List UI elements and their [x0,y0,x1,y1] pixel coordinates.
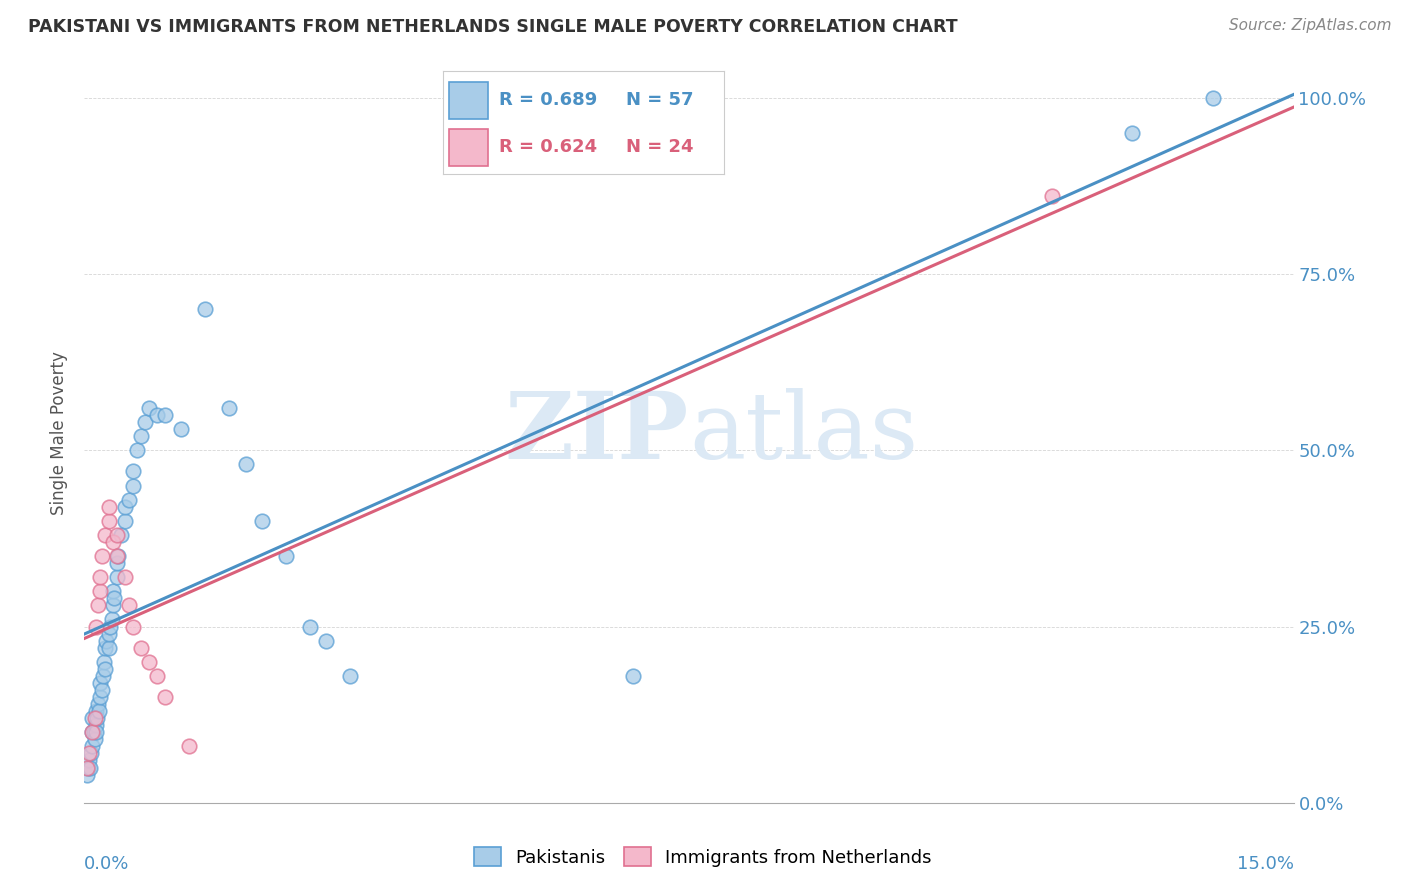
Point [93,528,115,542]
Point [114,570,136,584]
Point [94,640,117,655]
Point [194,302,217,317]
Point [103,591,125,606]
Point [105,556,128,570]
Point [121,478,143,492]
Point [83,732,105,747]
Point [77,760,100,774]
Point [100,612,122,626]
Point [118,599,141,613]
Point [93,662,115,676]
Point [97,640,120,655]
Point [89,570,111,584]
Point [179,739,201,754]
Point [83,711,105,725]
Point [89,690,111,704]
Point [105,570,128,584]
Point [274,549,297,563]
Point [87,599,110,613]
Point [107,549,129,563]
Point [82,711,104,725]
Point [91,669,114,683]
Point [138,401,160,415]
Text: PAKISTANI VS IMMIGRANTS FROM NETHERLANDS SINGLE MALE POVERTY CORRELATION CHART: PAKISTANI VS IMMIGRANTS FROM NETHERLANDS… [28,18,957,36]
Point [87,704,110,718]
Point [77,754,100,768]
Point [114,514,136,528]
Point [83,725,105,739]
Point [146,408,169,422]
Point [98,619,121,633]
Point [87,697,110,711]
Point [80,747,103,761]
Point [299,619,322,633]
Point [114,500,136,514]
Text: N = 57: N = 57 [626,91,693,109]
Point [621,669,644,683]
Point [218,401,240,415]
Point [84,718,107,732]
Point [315,633,337,648]
Point [86,711,108,725]
Point [101,599,124,613]
Point [118,492,141,507]
Point [82,725,104,739]
Point [82,739,104,754]
Point [76,760,98,774]
Point [134,415,156,429]
Point [93,655,115,669]
FancyBboxPatch shape [449,128,488,166]
Point [110,528,132,542]
Point [1202,91,1225,105]
Point [153,408,176,422]
Point [121,619,143,633]
Text: 0.0%: 0.0% [84,855,129,872]
Text: atlas: atlas [689,388,918,477]
Point [339,669,361,683]
Point [146,669,169,683]
Point [170,422,193,436]
Text: R = 0.624: R = 0.624 [499,138,598,156]
Point [89,584,111,599]
Point [97,514,120,528]
Point [129,429,152,443]
Point [125,443,148,458]
Point [86,704,108,718]
Point [97,626,120,640]
Point [97,500,120,514]
FancyBboxPatch shape [449,82,488,119]
Point [91,549,114,563]
Point [101,535,124,549]
Text: Source: ZipAtlas.com: Source: ZipAtlas.com [1229,18,1392,33]
Point [105,549,128,563]
Point [86,619,108,633]
Point [77,747,100,761]
Point [129,640,152,655]
Text: N = 24: N = 24 [626,138,693,156]
Point [76,767,98,781]
Point [1040,189,1063,203]
Point [82,725,104,739]
Point [103,584,125,599]
Point [105,528,128,542]
Point [1121,126,1143,140]
Point [79,760,101,774]
Text: 15.0%: 15.0% [1236,855,1294,872]
Legend: Pakistanis, Immigrants from Netherlands: Pakistanis, Immigrants from Netherlands [467,840,939,874]
Y-axis label: Single Male Poverty: Single Male Poverty [51,351,69,515]
Text: ZIP: ZIP [505,388,689,477]
Point [121,464,143,478]
Point [91,683,114,698]
Point [94,633,117,648]
Text: R = 0.689: R = 0.689 [499,91,598,109]
Point [250,514,273,528]
Point [89,676,111,690]
Point [235,458,257,472]
Point [138,655,160,669]
Point [86,725,108,739]
Point [153,690,176,704]
